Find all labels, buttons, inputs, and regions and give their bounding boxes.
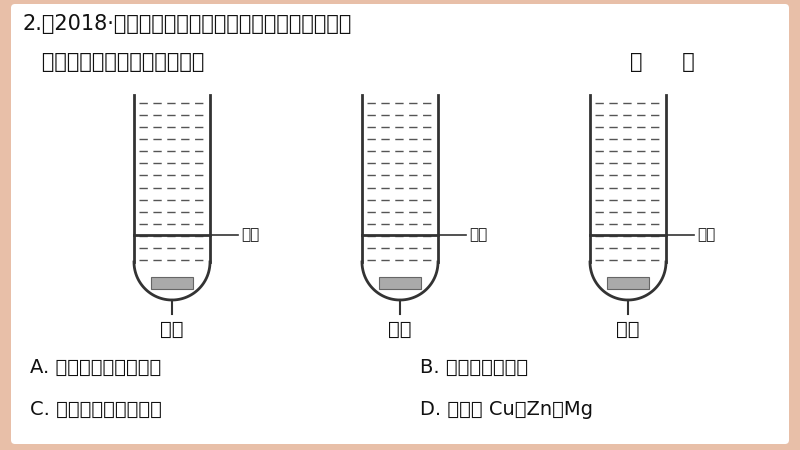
Polygon shape: [135, 96, 209, 262]
Polygon shape: [591, 96, 665, 262]
Text: 锌片: 锌片: [160, 320, 184, 339]
Text: 盐酸: 盐酸: [697, 228, 715, 243]
Bar: [379, 277, 421, 289]
Text: （      ）: （ ）: [630, 52, 694, 72]
Text: B. 铜片表面有气泡: B. 铜片表面有气泡: [420, 358, 528, 377]
Polygon shape: [363, 96, 437, 262]
Text: C. 镁片的试管表面发烫: C. 镁片的试管表面发烫: [30, 400, 162, 419]
Text: 盐酸: 盐酸: [469, 228, 487, 243]
Polygon shape: [362, 262, 438, 300]
Polygon shape: [590, 262, 666, 300]
Bar: [151, 277, 193, 289]
Text: 盐酸: 盐酸: [241, 228, 259, 243]
FancyBboxPatch shape: [11, 4, 789, 444]
Text: D. 活动性 Cu＞Zn＞Mg: D. 活动性 Cu＞Zn＞Mg: [420, 400, 593, 419]
Text: 镁片: 镁片: [616, 320, 640, 339]
Bar: [607, 277, 649, 289]
Polygon shape: [134, 262, 210, 300]
Text: 2.（2018·成都）探究锌、铜、镁的金属活动性时，下: 2.（2018·成都）探究锌、铜、镁的金属活动性时，下: [22, 14, 351, 34]
Text: 列现象、分析或结论正确的是: 列现象、分析或结论正确的是: [22, 52, 204, 72]
Text: A. 盐酸的浓度可以不同: A. 盐酸的浓度可以不同: [30, 358, 162, 377]
Text: 铜片: 铜片: [388, 320, 412, 339]
